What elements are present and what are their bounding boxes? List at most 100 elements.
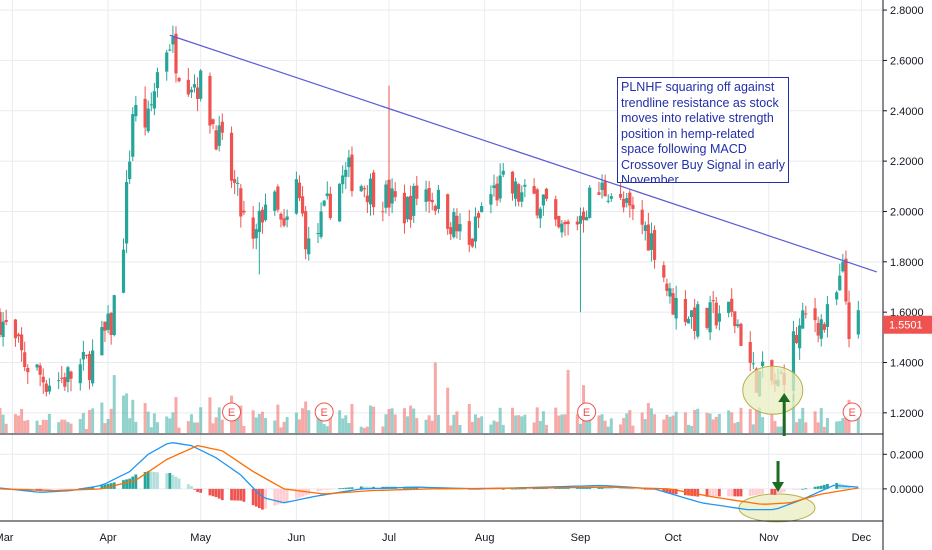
candle-body bbox=[501, 170, 505, 175]
volume-bar bbox=[520, 416, 524, 433]
candle-body bbox=[20, 334, 24, 351]
macd-histogram-bar bbox=[319, 488, 323, 491]
volume-bar bbox=[285, 417, 289, 433]
volume-bar bbox=[609, 418, 613, 433]
candle-body bbox=[211, 119, 215, 125]
macd-histogram-bar bbox=[727, 488, 731, 497]
volume-bar bbox=[449, 425, 453, 433]
macd-histogram-bar bbox=[122, 480, 125, 489]
candle-body bbox=[696, 304, 700, 337]
macd-histogram-bar bbox=[322, 488, 326, 490]
candle-body bbox=[575, 221, 579, 225]
candle-body bbox=[816, 323, 820, 336]
volume-bar bbox=[242, 426, 246, 433]
candle-body bbox=[603, 180, 607, 197]
macd-pane bbox=[0, 433, 883, 511]
trendline[interactable] bbox=[169, 34, 878, 273]
candle-body bbox=[557, 215, 561, 228]
volume-bar bbox=[260, 411, 264, 433]
volume-bar bbox=[458, 425, 462, 433]
volume-bar bbox=[776, 426, 780, 433]
candle-body bbox=[393, 191, 397, 198]
volume-bar bbox=[341, 418, 345, 433]
candle-body bbox=[41, 376, 45, 383]
volume-bar bbox=[365, 426, 369, 433]
candle-body bbox=[622, 198, 626, 208]
macd-histogram-bar bbox=[261, 488, 264, 510]
candle-body bbox=[13, 319, 18, 339]
last-price-label: 1.5501 bbox=[889, 320, 923, 332]
earnings-marker-label: E bbox=[321, 407, 328, 419]
price-tick-label: 2.6000 bbox=[890, 55, 924, 67]
candle-body bbox=[733, 311, 737, 327]
volume-bar bbox=[798, 418, 802, 433]
macd-histogram-bar bbox=[341, 488, 345, 489]
macd-histogram-bar bbox=[755, 488, 758, 495]
date-tick-label: Aug bbox=[475, 532, 495, 544]
candle-body bbox=[152, 91, 156, 109]
volume-bar bbox=[20, 408, 24, 433]
volume-bar bbox=[91, 408, 95, 433]
volume-bar bbox=[711, 419, 715, 433]
volume-bar bbox=[1, 414, 5, 433]
macd-histogram-bar bbox=[282, 488, 286, 503]
macd-histogram-bar bbox=[63, 488, 67, 490]
macd-histogram-bar bbox=[554, 487, 558, 489]
candle-body bbox=[717, 313, 721, 322]
candle-body bbox=[671, 293, 675, 315]
volume-bar bbox=[455, 411, 459, 433]
volume-bar bbox=[825, 418, 829, 433]
earnings-marker[interactable] bbox=[314, 402, 334, 422]
volume-bar bbox=[819, 408, 823, 433]
macd-histogram-bar bbox=[152, 471, 156, 489]
macd-histogram-bar bbox=[492, 488, 496, 490]
volume-bar bbox=[217, 407, 221, 433]
volume-bar bbox=[430, 420, 434, 433]
macd-histogram-bar bbox=[625, 488, 629, 490]
candle-body bbox=[347, 157, 351, 168]
volume-bar bbox=[236, 415, 240, 433]
macd-histogram-bar bbox=[186, 484, 190, 489]
macd-histogram-bar bbox=[165, 473, 169, 489]
price-highlight-ellipse bbox=[742, 365, 804, 415]
candle-body bbox=[492, 185, 496, 189]
macd-histogram-bar bbox=[714, 488, 718, 497]
volume-bar bbox=[754, 409, 758, 433]
candle-body bbox=[217, 125, 221, 146]
candle-body bbox=[819, 319, 823, 339]
macd-histogram-bar bbox=[257, 488, 261, 509]
volume-bar bbox=[535, 407, 539, 433]
macd-histogram-bar bbox=[696, 488, 700, 497]
macd-histogram-bar bbox=[316, 488, 320, 492]
candle-body bbox=[63, 377, 67, 387]
volume-bar bbox=[467, 404, 471, 433]
macd-histogram-bar bbox=[585, 487, 589, 489]
volume-bar bbox=[211, 423, 215, 433]
candle-body bbox=[643, 225, 647, 231]
candle-body bbox=[174, 33, 178, 74]
candle-body bbox=[751, 363, 755, 365]
candle-body bbox=[239, 188, 243, 217]
candle-body bbox=[109, 312, 113, 336]
candle-body bbox=[711, 300, 715, 302]
volume-bar bbox=[362, 427, 366, 433]
candle-body bbox=[433, 205, 437, 211]
candle-body bbox=[0, 311, 2, 335]
candle-body bbox=[307, 238, 311, 255]
candle-body bbox=[455, 215, 459, 232]
macd-histogram-bar bbox=[579, 487, 582, 489]
macd-histogram-bar bbox=[773, 488, 777, 495]
earnings-marker[interactable] bbox=[577, 402, 597, 422]
price-tick-label: 2.0000 bbox=[890, 206, 924, 218]
earnings-marker[interactable] bbox=[842, 402, 862, 422]
candle-body bbox=[835, 292, 839, 300]
annotation-box[interactable]: PLNHF squaring off against trendline res… bbox=[617, 77, 789, 183]
earnings-marker[interactable] bbox=[222, 402, 242, 422]
candle-body bbox=[149, 104, 153, 106]
candle-body bbox=[714, 302, 718, 326]
macd-histogram-bar bbox=[674, 488, 678, 495]
volume-bar bbox=[566, 370, 570, 433]
volume-bar bbox=[406, 416, 410, 433]
